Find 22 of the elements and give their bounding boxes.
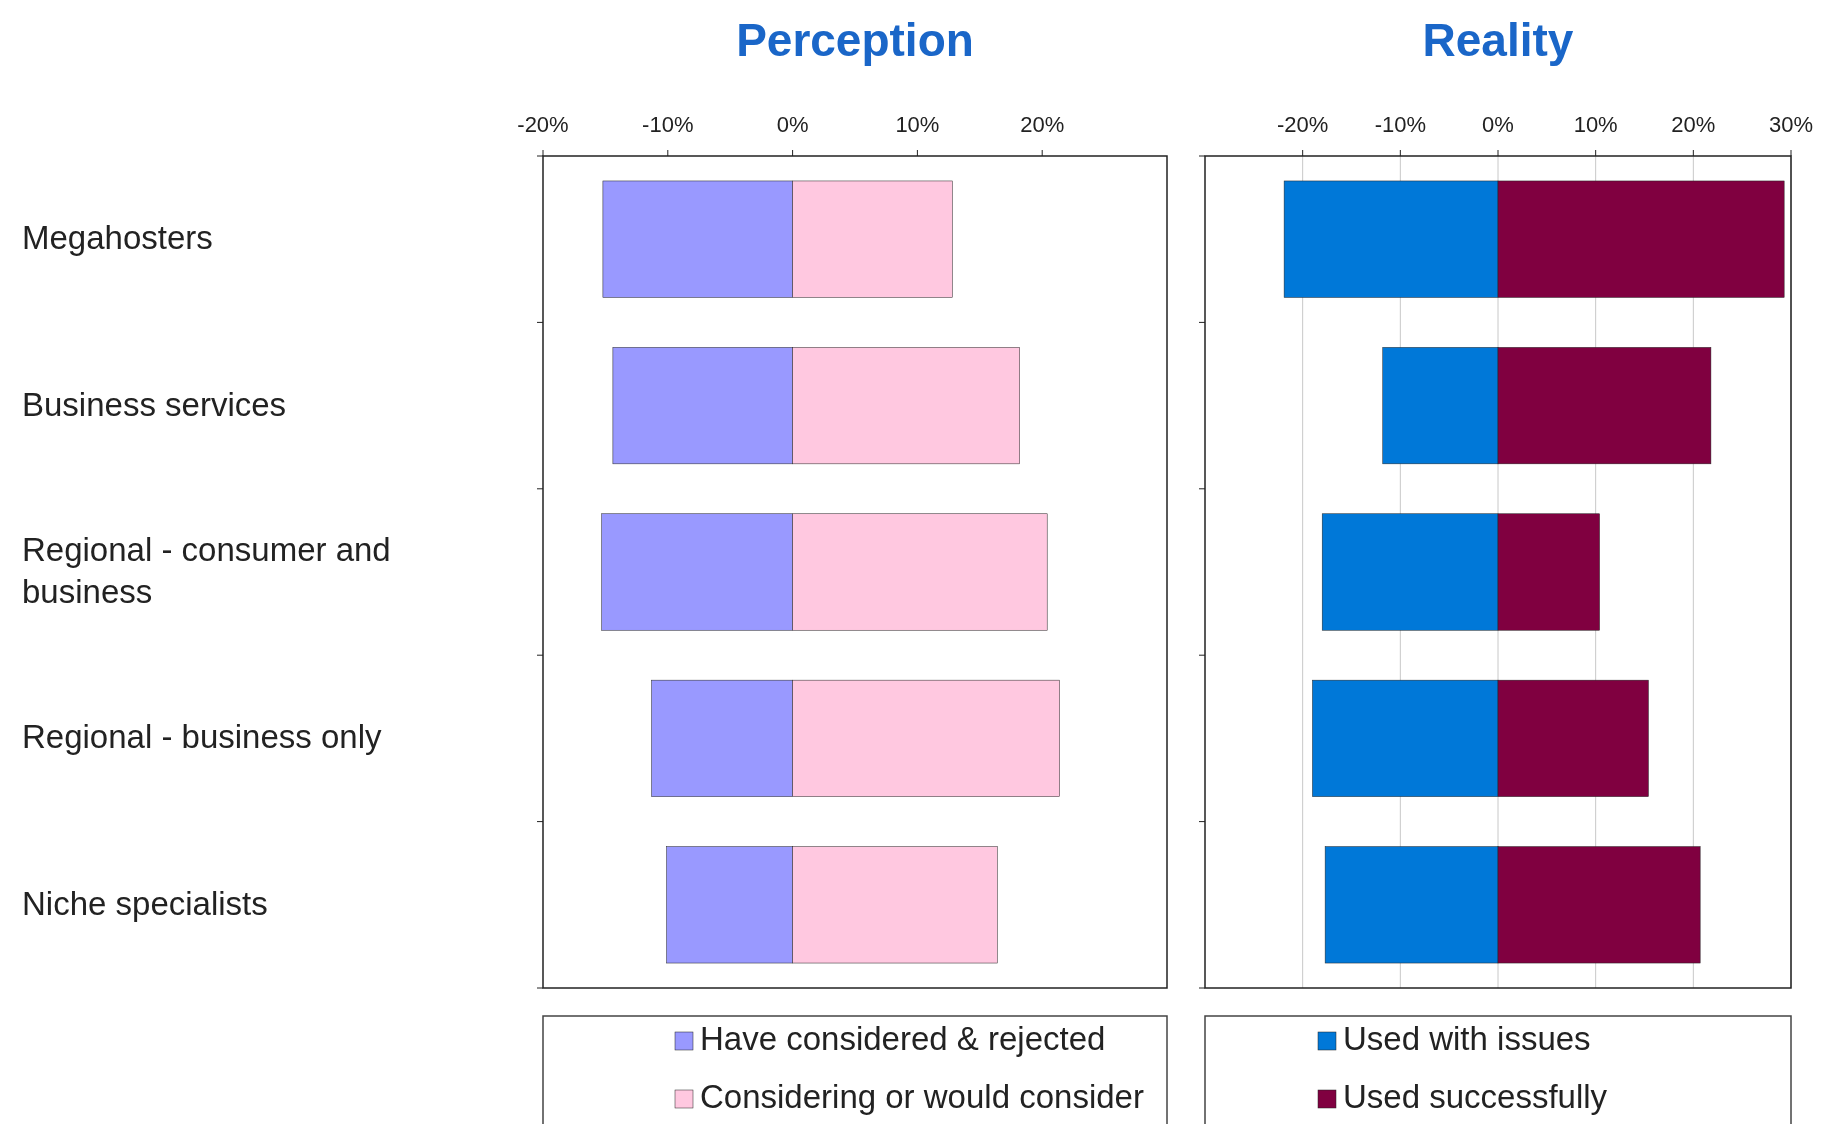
x-tick-label: -20% (517, 112, 569, 137)
x-tick-label: -20% (1276, 112, 1329, 137)
legend-label: Considering or would consider (700, 1078, 1144, 1115)
y-tick-label: Niche specialists (22, 884, 268, 922)
x-tick-label: 0% (1482, 112, 1514, 137)
x-tick-label: -10% (1374, 112, 1427, 137)
x-tick-label: 0% (776, 112, 809, 137)
x-tick-label: -10% (642, 112, 694, 137)
y-tick-label: Megahosters (22, 219, 213, 257)
chart-title: Reality (1422, 14, 1574, 66)
legend-label: Have considered & rejected (700, 1020, 1106, 1057)
x-tick-label: 30% (1768, 112, 1814, 137)
x-tick-label: 10% (1573, 112, 1618, 137)
legend-label: Used successfully (1343, 1078, 1608, 1115)
y-tick-label: Regional - business only (22, 718, 383, 756)
y-tick-label: Business services (22, 385, 287, 423)
x-tick-label: 10% (895, 112, 940, 137)
x-tick-label: 20% (1671, 112, 1716, 137)
chart-title: Perception (736, 14, 974, 66)
x-tick-label: 20% (1020, 112, 1065, 137)
y-tick-label: Regional - consumer and business (22, 531, 391, 610)
legend-label: Used with issues (1343, 1020, 1591, 1057)
